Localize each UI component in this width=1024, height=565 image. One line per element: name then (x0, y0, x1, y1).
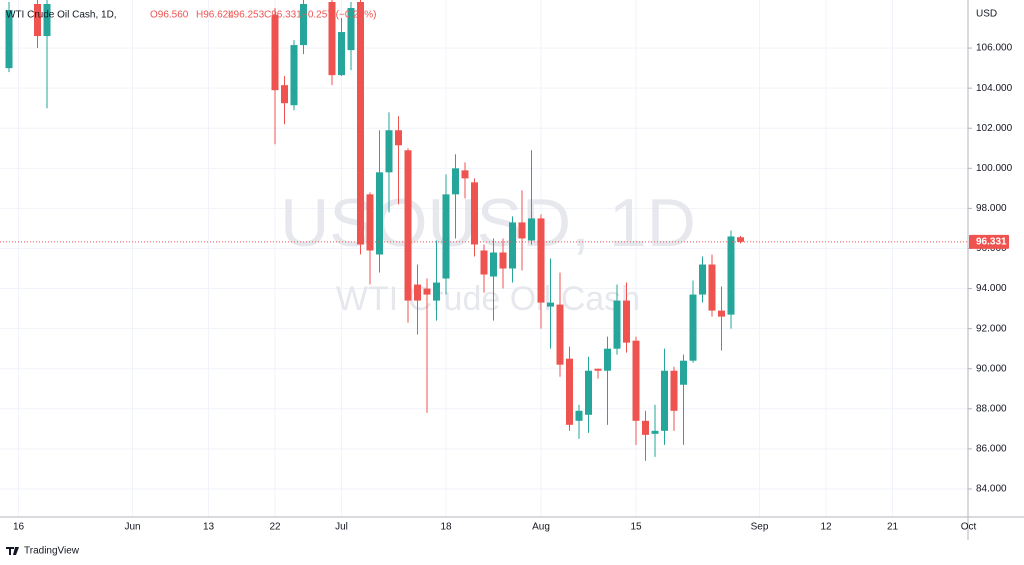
candle-body (566, 358, 573, 425)
brand-name: TradingView (24, 546, 80, 557)
candle-body (499, 252, 507, 269)
candle-body (281, 85, 288, 104)
candle-body (594, 368, 602, 371)
y-tick-label: 100.000 (976, 163, 1013, 174)
candle-body (328, 2, 336, 76)
x-tick-label: Sep (751, 522, 769, 533)
x-tick-label: 22 (269, 522, 281, 533)
y-tick-label: 88.000 (976, 403, 1007, 414)
candle-body (43, 4, 51, 37)
candle-body (613, 300, 621, 349)
candle-body (34, 4, 41, 37)
y-tick-label: 106.000 (976, 43, 1013, 54)
candle-body (423, 288, 431, 295)
candle-body (404, 150, 412, 301)
y-tick-label: 104.000 (976, 83, 1013, 94)
candle-body (604, 348, 611, 371)
x-tick-label: Jun (124, 522, 140, 533)
candle-body (680, 360, 687, 385)
price-axis-background (968, 0, 1024, 540)
x-tick-label: 15 (630, 522, 642, 533)
legend-high: H96.624 (196, 10, 234, 21)
candle-body (623, 300, 630, 343)
watermark-title: USOUSD, 1D (280, 185, 696, 261)
x-tick-label: 18 (440, 522, 452, 533)
candle-body (471, 182, 478, 245)
currency-label: USD (976, 9, 997, 20)
candle-body (661, 370, 668, 431)
legend-symbol: WTI Crude Oil Cash, 1D, (6, 10, 117, 21)
candle-body (689, 294, 697, 361)
legend-change: −0.257 (−0.27%) (302, 10, 377, 21)
candle-body (480, 250, 488, 275)
y-tick-label: 86.000 (976, 444, 1007, 455)
candle-body (537, 218, 545, 303)
y-tick-label: 98.000 (976, 203, 1007, 214)
x-tick-label: 21 (887, 522, 899, 533)
candle-body (414, 284, 421, 301)
candle-body (357, 2, 364, 245)
price-axis: 84.00086.00088.00090.00092.00094.00096.0… (968, 43, 1013, 495)
candle-body (670, 370, 678, 411)
candle-body (271, 15, 279, 91)
candle-body (547, 302, 554, 307)
candle-body (528, 218, 535, 241)
candle-body (442, 194, 450, 279)
last-price-label: 96.331 (976, 236, 1007, 247)
candle-body (718, 310, 725, 317)
last-price-tag (969, 234, 1009, 249)
x-tick-label: 13 (203, 522, 215, 533)
y-tick-label: 92.000 (976, 323, 1007, 334)
candle-body (651, 430, 659, 434)
candle-body (338, 32, 345, 76)
candle-body (290, 45, 298, 106)
candle-body (433, 282, 440, 301)
candle-body (490, 252, 497, 277)
legend: WTI Crude Oil Cash, 1D, O96.560 H96.624 … (6, 10, 377, 21)
candle-body (366, 194, 374, 251)
x-tick-label: 12 (820, 522, 832, 533)
candle-body (461, 170, 469, 179)
watermark: USOUSD, 1D WTI Crude Oil Cash (280, 185, 696, 318)
candles (5, 0, 744, 461)
legend-low: L96.253 (228, 10, 265, 21)
y-tick-label: 94.000 (976, 283, 1007, 294)
candle-body (300, 4, 307, 46)
candle-body (575, 410, 583, 421)
candle-body (642, 420, 649, 435)
legend-close: C96.331 (264, 10, 302, 21)
candle-body (5, 10, 13, 69)
brand: TradingView (6, 546, 80, 557)
candle-body (518, 222, 526, 239)
y-tick-label: 102.000 (976, 123, 1013, 134)
candle-body (395, 130, 402, 146)
candle-body (632, 340, 640, 421)
candle-body (708, 264, 716, 311)
candle-body (376, 172, 383, 255)
watermark-subtitle: WTI Crude Oil Cash (336, 280, 640, 318)
candle-body (385, 130, 393, 173)
y-tick-label: 90.000 (976, 363, 1007, 374)
candle-body (347, 8, 355, 51)
candle-body (737, 237, 744, 242)
x-tick-label: Aug (532, 522, 550, 533)
x-tick-label: Jul (335, 522, 348, 533)
legend-open: O96.560 (150, 10, 189, 21)
candle-body (585, 370, 592, 415)
candle-body (727, 236, 735, 315)
candle-body (556, 304, 564, 365)
x-tick-label: 16 (13, 522, 25, 533)
brand-logo (6, 547, 19, 555)
time-axis: 16 Jun 13 22 Jul 18 Aug 15 Sep 12 21 Oct (13, 522, 977, 533)
candle-body (699, 264, 706, 295)
candle-body (509, 222, 516, 269)
candle-body (452, 168, 459, 195)
x-tick-label: Oct (961, 522, 977, 533)
y-tick-label: 84.000 (976, 484, 1007, 495)
